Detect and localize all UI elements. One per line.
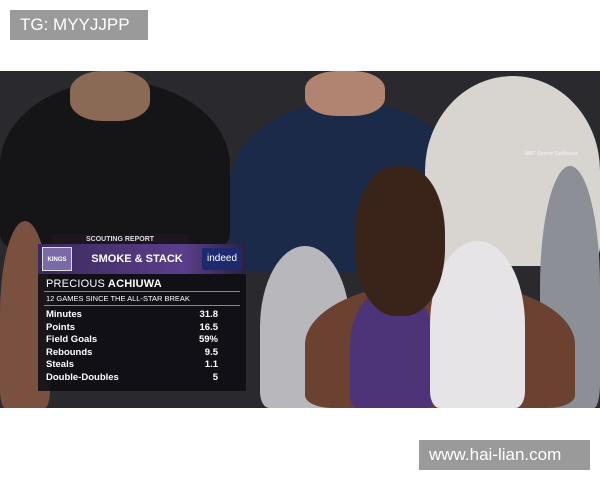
stats-graphic: KINGS SMOKE & STACK indeed PRECIOUS ACHI… bbox=[38, 244, 246, 391]
stat-value: 16.5 bbox=[199, 321, 219, 333]
player-last-name: ACHIUWA bbox=[107, 278, 162, 290]
stat-row: Steals 1.1 bbox=[38, 359, 246, 372]
stat-value: 5 bbox=[212, 371, 218, 383]
scouting-report-label: SCOUTING REPORT bbox=[52, 234, 188, 245]
stat-label: Points bbox=[46, 321, 76, 333]
kings-logo: KINGS bbox=[42, 247, 72, 271]
spectator bbox=[70, 71, 150, 121]
stat-row: Minutes 31.8 bbox=[38, 309, 246, 322]
network-logo: NBC Sports California bbox=[525, 151, 578, 157]
stat-value: 9.5 bbox=[204, 346, 218, 358]
sponsor-logo: indeed bbox=[202, 248, 242, 270]
stat-value: 59% bbox=[198, 334, 218, 345]
stat-value: 1.1 bbox=[204, 359, 218, 370]
stat-row: Field Goals 59% bbox=[38, 334, 246, 347]
stat-row: Points 16.5 bbox=[38, 322, 246, 335]
player-head bbox=[355, 166, 445, 316]
graphic-header: KINGS SMOKE & STACK indeed bbox=[38, 244, 246, 274]
watermark-top-left: TG: MYYJJPP bbox=[10, 10, 148, 40]
stat-label: Minutes bbox=[46, 309, 82, 320]
stat-label: Steals bbox=[46, 359, 74, 370]
graphic-subtitle: 12 GAMES SINCE THE ALL-STAR BREAK bbox=[44, 291, 240, 306]
towel bbox=[430, 241, 525, 408]
stat-row: Rebounds 9.5 bbox=[38, 347, 246, 360]
graphic-title: SMOKE & STACK bbox=[91, 253, 183, 265]
stat-label: Rebounds bbox=[46, 346, 93, 358]
stat-value: 31.8 bbox=[199, 309, 219, 320]
spectator bbox=[305, 71, 385, 116]
watermark-bottom-right: www.hai-lian.com bbox=[419, 440, 590, 470]
stat-label: Field Goals bbox=[46, 334, 98, 345]
stat-row: Double-Doubles 5 bbox=[38, 372, 246, 385]
stat-label: Double-Doubles bbox=[46, 371, 119, 383]
player-first-name: PRECIOUS bbox=[46, 278, 106, 290]
player-name: PRECIOUS ACHIUWA bbox=[38, 274, 246, 291]
broadcast-photo: NBC Sports California bbox=[0, 71, 600, 408]
